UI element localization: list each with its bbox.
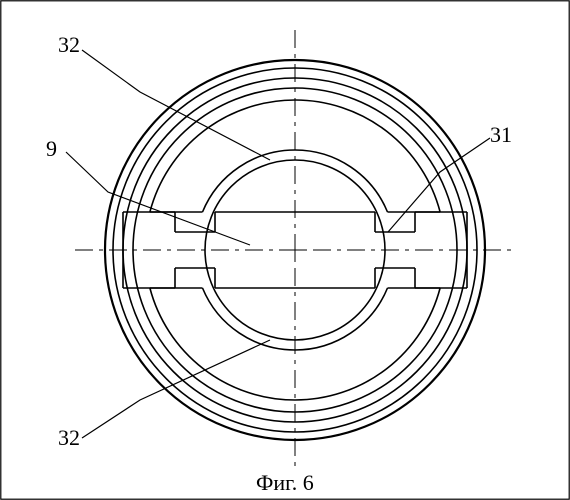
figure-caption: Фиг. 6	[256, 470, 314, 496]
figure-container: 32 9 31 32 Фиг. 6	[0, 0, 570, 500]
callout-label-9: 9	[46, 136, 57, 162]
diagram-svg	[0, 0, 570, 500]
callout-label-32-bottom: 32	[58, 425, 80, 451]
callout-label-31: 31	[490, 122, 512, 148]
callout-label-32-top: 32	[58, 32, 80, 58]
